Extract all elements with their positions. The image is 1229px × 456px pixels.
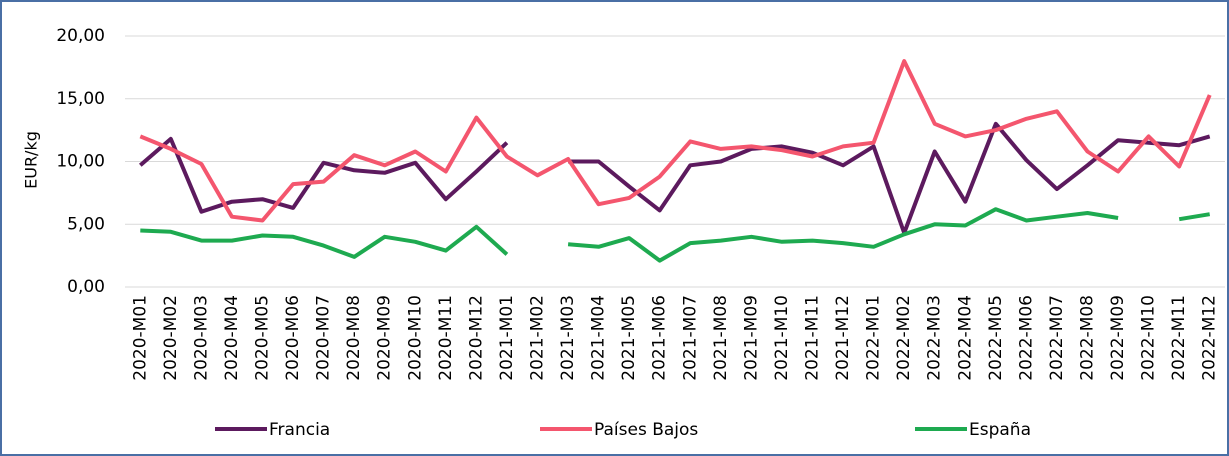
- x-tick-label: 2020-M09: [375, 295, 395, 381]
- x-tick-label: 2021-M08: [711, 295, 731, 381]
- x-tick-label: 2020-M10: [405, 295, 425, 381]
- x-tick-label: 2021-M02: [528, 295, 548, 381]
- y-axis-label: EUR/kg: [22, 131, 41, 189]
- x-tick-label: 2021-M01: [497, 295, 517, 381]
- x-tick-label: 2021-M07: [680, 295, 700, 381]
- x-tick-label: 2022-M12: [1200, 295, 1220, 381]
- x-tick-label: 2021-M06: [650, 295, 670, 381]
- x-tick-label: 2021-M05: [619, 295, 639, 381]
- x-tick-label: 2022-M03: [925, 295, 945, 381]
- x-tick-label: 2020-M03: [191, 295, 211, 381]
- x-tick-label: 2020-M07: [314, 295, 334, 381]
- legend-label: Francia: [269, 420, 330, 440]
- y-tick-label: 5,00: [67, 214, 105, 234]
- x-tick-label: 2022-M11: [1169, 295, 1189, 381]
- x-tick-label: 2020-M01: [130, 295, 150, 381]
- x-tick-label: 2022-M06: [1016, 295, 1036, 381]
- x-tick-label: 2022-M04: [955, 295, 975, 381]
- x-tick-label: 2020-M12: [466, 295, 486, 381]
- x-tick-label: 2022-M09: [1108, 295, 1128, 381]
- legend-label: Países Bajos: [594, 420, 698, 440]
- series-line: [140, 207, 1211, 263]
- x-tick-label: 2021-M03: [558, 295, 578, 381]
- y-tick-label: 15,00: [56, 89, 105, 109]
- x-tick-label: 2020-M02: [161, 295, 181, 381]
- y-tick-label: 20,00: [56, 26, 105, 46]
- x-tick-label: 2022-M02: [894, 295, 914, 381]
- x-tick-label: 2020-M06: [283, 295, 303, 381]
- x-tick-label: 2020-M05: [253, 295, 273, 381]
- y-tick-label: 10,00: [56, 152, 105, 172]
- x-tick-label: 2020-M04: [222, 295, 242, 381]
- x-tick-label: 2022-M08: [1078, 295, 1098, 381]
- x-tick-label: 2021-M04: [589, 295, 609, 381]
- x-tick-label: 2021-M12: [833, 295, 853, 381]
- x-tick-label: 2022-M10: [1139, 295, 1159, 381]
- series-line: [138, 121, 1211, 235]
- x-tick-label: 2020-M11: [436, 295, 456, 381]
- x-tick-label: 2021-M11: [803, 295, 823, 381]
- x-tick-label: 2022-M01: [864, 295, 884, 381]
- x-tick-label: 2022-M07: [1047, 295, 1067, 381]
- x-tick-label: 2021-M09: [741, 295, 761, 381]
- x-tick-label: 2021-M10: [772, 295, 792, 381]
- legend-label: España: [969, 420, 1031, 440]
- x-tick-label: 2022-M05: [986, 295, 1006, 381]
- x-tick-label: 2020-M08: [344, 295, 364, 381]
- series-line: [139, 59, 1212, 223]
- y-tick-label: 0,00: [67, 277, 105, 297]
